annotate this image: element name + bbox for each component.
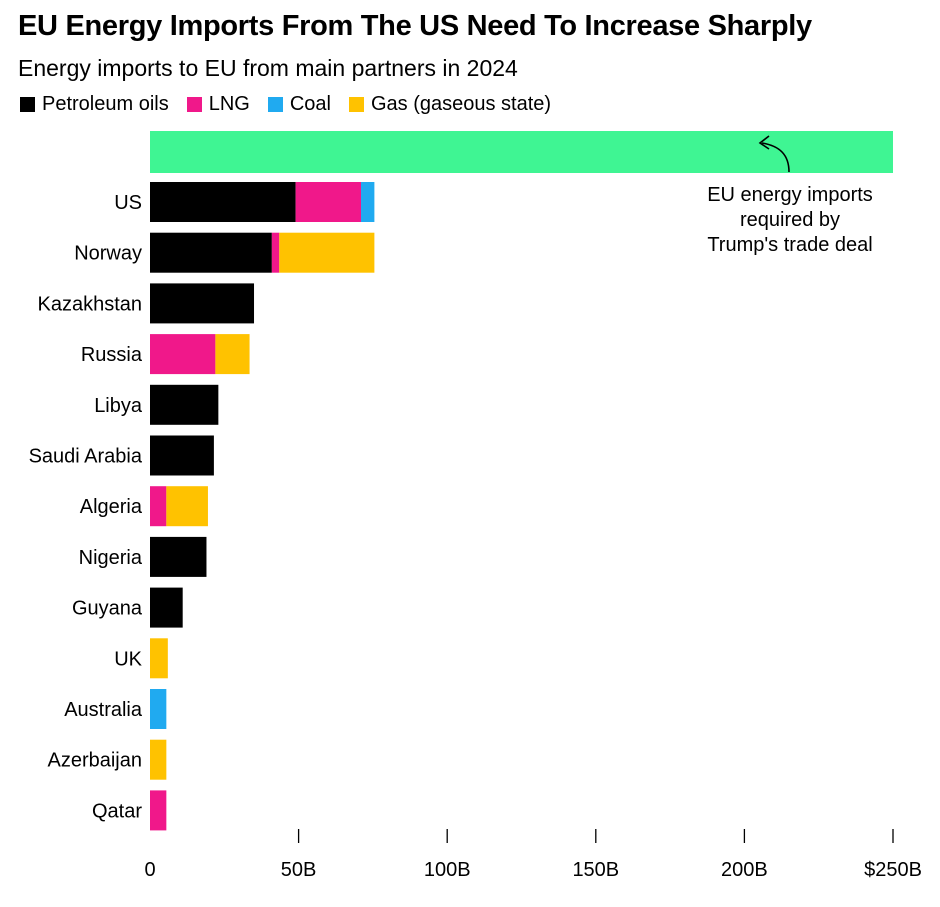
legend-item-petroleum: Petroleum oils bbox=[20, 93, 169, 116]
bar-segment bbox=[150, 334, 216, 375]
category-label: Norway bbox=[74, 243, 142, 265]
category-label: Libya bbox=[94, 395, 143, 417]
legend-item-coal: Coal bbox=[267, 93, 331, 116]
bar-segment bbox=[150, 587, 183, 628]
legend-swatch-gas bbox=[348, 97, 364, 112]
category-label: Algeria bbox=[80, 496, 143, 518]
x-tick-label: $250B bbox=[864, 859, 922, 881]
legend: Petroleum oils LNG Coal Gas (gaseous sta… bbox=[20, 93, 551, 116]
legend-label-lng: LNG bbox=[208, 93, 250, 115]
x-tick-label: 150B bbox=[572, 859, 619, 881]
category-label: Kazakhstan bbox=[37, 293, 142, 315]
bar-segment bbox=[150, 790, 167, 831]
chart-title: EU Energy Imports From The US Need To In… bbox=[18, 10, 812, 42]
bar-segment bbox=[150, 435, 214, 476]
category-label: Russia bbox=[81, 344, 143, 366]
annotation-arrow bbox=[761, 142, 790, 173]
bar-segment bbox=[166, 486, 208, 527]
bar-segment bbox=[150, 182, 296, 222]
chart-subtitle: Energy imports to EU from main partners … bbox=[18, 55, 518, 81]
category-label: US bbox=[114, 192, 142, 214]
category-label: Guyana bbox=[72, 598, 143, 620]
bar-segment bbox=[150, 486, 167, 527]
bar-segment bbox=[150, 536, 207, 577]
annotation-arrowhead bbox=[758, 135, 770, 150]
target-annotation-line: Trump's trade deal bbox=[707, 234, 872, 256]
category-label: Azerbaijan bbox=[47, 750, 142, 772]
x-tick-label: 0 bbox=[144, 859, 155, 881]
bar-segment bbox=[150, 739, 167, 780]
x-tick-label: 50B bbox=[281, 859, 317, 881]
bar-segment bbox=[279, 232, 375, 273]
target-annotation-line: required by bbox=[740, 209, 840, 231]
legend-label-coal: Coal bbox=[289, 93, 331, 115]
legend-item-gas: Gas (gaseous state) bbox=[348, 93, 552, 116]
category-label: Australia bbox=[64, 699, 143, 721]
legend-swatch-petroleum bbox=[20, 97, 35, 112]
target-annotation-line: EU energy imports bbox=[707, 184, 873, 206]
target-band bbox=[150, 131, 893, 173]
x-tick-label: 100B bbox=[424, 859, 471, 881]
legend-item-lng: LNG bbox=[186, 93, 250, 116]
bar-segment bbox=[150, 384, 219, 425]
legend-swatch-lng bbox=[186, 97, 202, 112]
legend-label-gas: Gas (gaseous state) bbox=[370, 93, 552, 115]
bar-segment bbox=[271, 232, 280, 273]
category-label: UK bbox=[114, 648, 142, 670]
x-tick-label: 200B bbox=[721, 859, 768, 881]
legend-label-petroleum: Petroleum oils bbox=[42, 93, 169, 115]
bar-segment bbox=[361, 182, 375, 222]
bar-segment bbox=[150, 689, 167, 729]
category-label: Qatar bbox=[92, 800, 142, 822]
bar-segment bbox=[150, 232, 272, 273]
category-label: Nigeria bbox=[79, 547, 143, 569]
bar-segment bbox=[215, 334, 250, 375]
bar-segment bbox=[150, 283, 255, 324]
category-label: Saudi Arabia bbox=[29, 446, 143, 468]
bar-segment bbox=[150, 638, 168, 679]
bar-segment bbox=[295, 182, 362, 222]
legend-swatch-coal bbox=[267, 97, 283, 112]
